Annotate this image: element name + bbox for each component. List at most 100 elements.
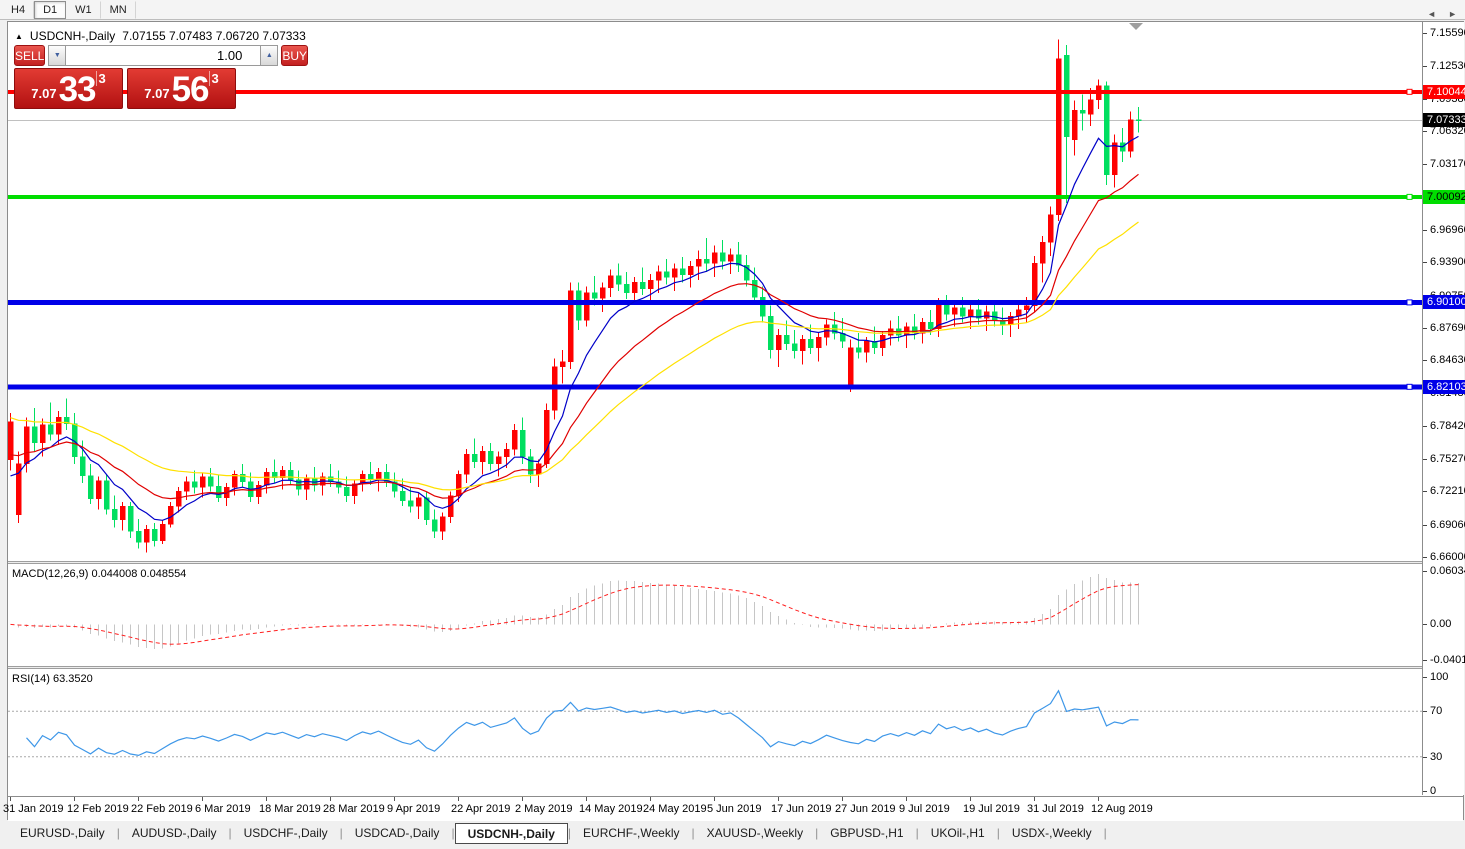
candle-body bbox=[31, 426, 38, 444]
tab-next-icon[interactable]: ► bbox=[1448, 9, 1457, 19]
candle-body bbox=[767, 315, 774, 351]
chart-tab-gbpusd-h1[interactable]: GBPUSD-,H1 bbox=[830, 826, 904, 840]
candle-body bbox=[671, 268, 678, 278]
bid-price-pip: 3 bbox=[95, 71, 106, 86]
timeframe-button-mn[interactable]: MN bbox=[101, 0, 136, 19]
tab-separator: | bbox=[996, 826, 1000, 840]
timeframe-button-h4[interactable]: H4 bbox=[2, 0, 35, 19]
candle-body bbox=[399, 491, 406, 502]
chart-tab-eurchf-weekly[interactable]: EURCHF-,Weekly bbox=[583, 826, 680, 840]
main-chart-pane[interactable] bbox=[8, 22, 1422, 561]
axis-tick bbox=[1423, 99, 1427, 100]
date-label: 9 Jul 2019 bbox=[899, 803, 950, 815]
axis-tick bbox=[1423, 328, 1427, 329]
candle-body bbox=[119, 505, 126, 521]
candle-body bbox=[231, 474, 238, 488]
candle-body bbox=[775, 334, 782, 351]
pane-splitter-rsi[interactable] bbox=[8, 666, 1463, 669]
candle-body bbox=[463, 454, 470, 475]
candle-body bbox=[919, 322, 926, 334]
axis-tick bbox=[1423, 131, 1427, 132]
macd-axis-label: -0.040136 bbox=[1430, 654, 1465, 666]
tab-prev-icon[interactable]: ◄ bbox=[1427, 9, 1437, 19]
price-axis-label: 6.84630 bbox=[1430, 354, 1465, 366]
candle-body bbox=[63, 417, 70, 425]
candle-body bbox=[87, 475, 94, 500]
candle-body bbox=[95, 480, 102, 500]
collapse-icon[interactable]: ▲ bbox=[15, 31, 23, 41]
candle-body bbox=[423, 497, 430, 521]
candle-body bbox=[791, 343, 798, 352]
macd-svg[interactable] bbox=[8, 564, 1422, 666]
candle-body bbox=[495, 456, 502, 465]
level-line-marker[interactable] bbox=[1406, 383, 1413, 390]
symbol-tab-bar: EURUSD-,Daily | AUDUSD-,Daily | USDCHF-,Dail… bbox=[0, 821, 1465, 849]
candle-body bbox=[207, 476, 214, 487]
price-axis[interactable]: 7.155907.125307.093807.063207.031706.969… bbox=[1422, 22, 1465, 797]
candle-body bbox=[639, 282, 646, 289]
tab-separator: | bbox=[1103, 826, 1107, 840]
volume-up-button[interactable]: ▲ bbox=[260, 45, 279, 66]
volume-input[interactable] bbox=[66, 45, 261, 66]
candle-body bbox=[543, 409, 550, 465]
main-chart-svg[interactable] bbox=[8, 22, 1422, 561]
macd-name: MACD(12,26,9) bbox=[12, 568, 89, 580]
candle-body bbox=[599, 287, 606, 299]
timeframe-button-d1[interactable]: D1 bbox=[34, 0, 67, 19]
level-line-marker[interactable] bbox=[1406, 88, 1413, 95]
tab-separator: | bbox=[339, 826, 343, 840]
chart-tab-ukoil-h1[interactable]: UKOil-,H1 bbox=[930, 826, 985, 840]
candle-body bbox=[159, 523, 166, 542]
candle-body bbox=[239, 474, 246, 483]
pane-splitter-macd[interactable] bbox=[8, 561, 1463, 564]
candle-body bbox=[655, 271, 662, 281]
ask-price-main: 7.07 bbox=[144, 86, 170, 101]
tab-separator: | bbox=[567, 826, 572, 840]
chart-title-symbol: USDCNH-,Daily bbox=[29, 29, 116, 43]
candle-body bbox=[15, 463, 22, 515]
chart-tab-usdcad-daily[interactable]: USDCAD-,Daily bbox=[354, 826, 440, 840]
axis-tick bbox=[1423, 164, 1427, 165]
chart-tab-usdcnh-daily[interactable]: USDCNH-,Daily bbox=[454, 823, 568, 844]
candle-body bbox=[1031, 263, 1038, 306]
date-label: 12 Aug 2019 bbox=[1091, 803, 1153, 815]
candle-body bbox=[191, 481, 198, 488]
scroll-to-end-icon[interactable] bbox=[1129, 23, 1143, 30]
candle-body bbox=[487, 451, 494, 465]
date-axis[interactable]: 31 Jan 2019 12 Feb 2019 22 Feb 2019 6 Mar 2… bbox=[3, 796, 1463, 821]
macd-pane[interactable] bbox=[8, 564, 1422, 666]
candle-body bbox=[1127, 119, 1134, 152]
candle-body bbox=[431, 519, 438, 532]
chart-tab-xauusd-weekly[interactable]: XAUUSD-,Weekly bbox=[706, 826, 804, 840]
candle-body bbox=[47, 424, 54, 435]
candle-body bbox=[807, 339, 814, 349]
timeframe-button-w1[interactable]: W1 bbox=[66, 0, 101, 19]
candle-body bbox=[943, 303, 950, 315]
chart-tab-audusd-daily[interactable]: AUDUSD-,Daily bbox=[131, 826, 217, 840]
level-line-marker[interactable] bbox=[1406, 299, 1413, 306]
candle-body bbox=[351, 483, 358, 496]
ask-price-big: 56 bbox=[171, 70, 210, 109]
tab-separator: | bbox=[815, 826, 819, 840]
candle-body bbox=[215, 485, 222, 498]
rsi-pane[interactable] bbox=[8, 669, 1422, 796]
rsi-svg[interactable] bbox=[8, 669, 1422, 796]
sell-button[interactable]: SELL bbox=[14, 45, 46, 66]
one-click-trading-panel: SELL ▼ ▲ BUY 7.07 33 3 7.07 56 3 bbox=[14, 45, 309, 109]
chart-tab-eurusd-daily[interactable]: EURUSD-,Daily bbox=[20, 826, 105, 840]
level-line-marker[interactable] bbox=[1406, 193, 1413, 200]
date-tick bbox=[1098, 797, 1099, 801]
chart-tab-usdchf-daily[interactable]: USDCHF-,Daily bbox=[243, 826, 328, 840]
chart-tab-usdx-weekly[interactable]: USDX-,Weekly bbox=[1011, 826, 1092, 840]
date-label: 27 Jun 2019 bbox=[835, 803, 896, 815]
ma-line-8 bbox=[10, 135, 1139, 521]
buy-button[interactable]: BUY bbox=[281, 45, 309, 66]
volume-down-button[interactable]: ▼ bbox=[48, 45, 67, 66]
price-axis-label: 6.93900 bbox=[1430, 256, 1465, 268]
bid-price-box[interactable]: 7.07 33 3 bbox=[14, 68, 123, 109]
ask-price-box[interactable]: 7.07 56 3 bbox=[127, 68, 236, 109]
candle-body bbox=[415, 497, 422, 507]
candle-body bbox=[479, 451, 486, 463]
